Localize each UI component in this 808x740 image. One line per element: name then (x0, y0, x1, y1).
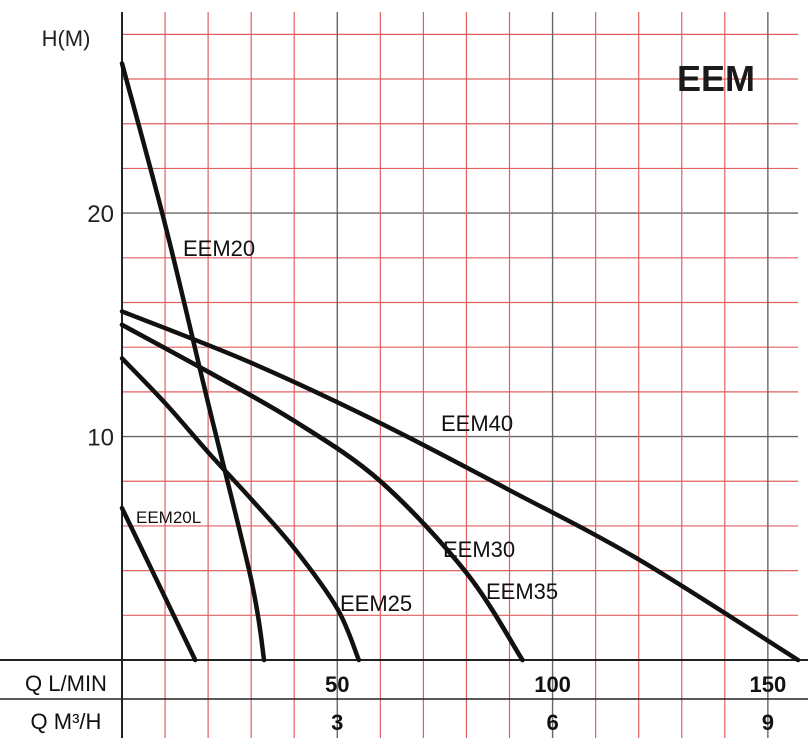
x-tick-label-m3h: 6 (546, 710, 558, 735)
x-tick-label-m3h: 9 (762, 710, 774, 735)
curve-eem25 (119, 356, 362, 663)
x-axis-label-lmin: Q L/MIN (25, 671, 107, 696)
series-label-eem20l: EEM20L (136, 508, 201, 527)
curve-eem20l (119, 505, 198, 663)
y-tick-label: 10 (87, 425, 114, 452)
series-label-eem35: EEM35 (486, 579, 558, 604)
series-label-eem30: EEM30 (443, 537, 515, 562)
y-tick-label: 20 (87, 201, 114, 228)
curve-eem20 (119, 61, 267, 663)
curve-eem30 (119, 322, 525, 663)
labels: 10 20 50 3 100 6 150 9 (87, 201, 786, 735)
series-label-eem25: EEM25 (340, 591, 412, 616)
chart-title: EEM (677, 58, 755, 99)
x-tick-label-lmin: 100 (534, 672, 571, 697)
x-tick-label-lmin: 150 (750, 672, 787, 697)
curves (119, 61, 801, 663)
grid (0, 12, 808, 738)
y-axis-label: H(M) (42, 26, 91, 51)
curve-eem40 (119, 309, 801, 663)
x-tick-label-m3h: 3 (331, 710, 343, 735)
series-label-eem40: EEM40 (441, 411, 513, 436)
curve-eem35 (119, 322, 525, 663)
x-tick-label-lmin: 50 (325, 672, 349, 697)
x-axis-label-m3h: Q M³/H (31, 709, 102, 734)
series-label-eem20: EEM20 (183, 236, 255, 261)
